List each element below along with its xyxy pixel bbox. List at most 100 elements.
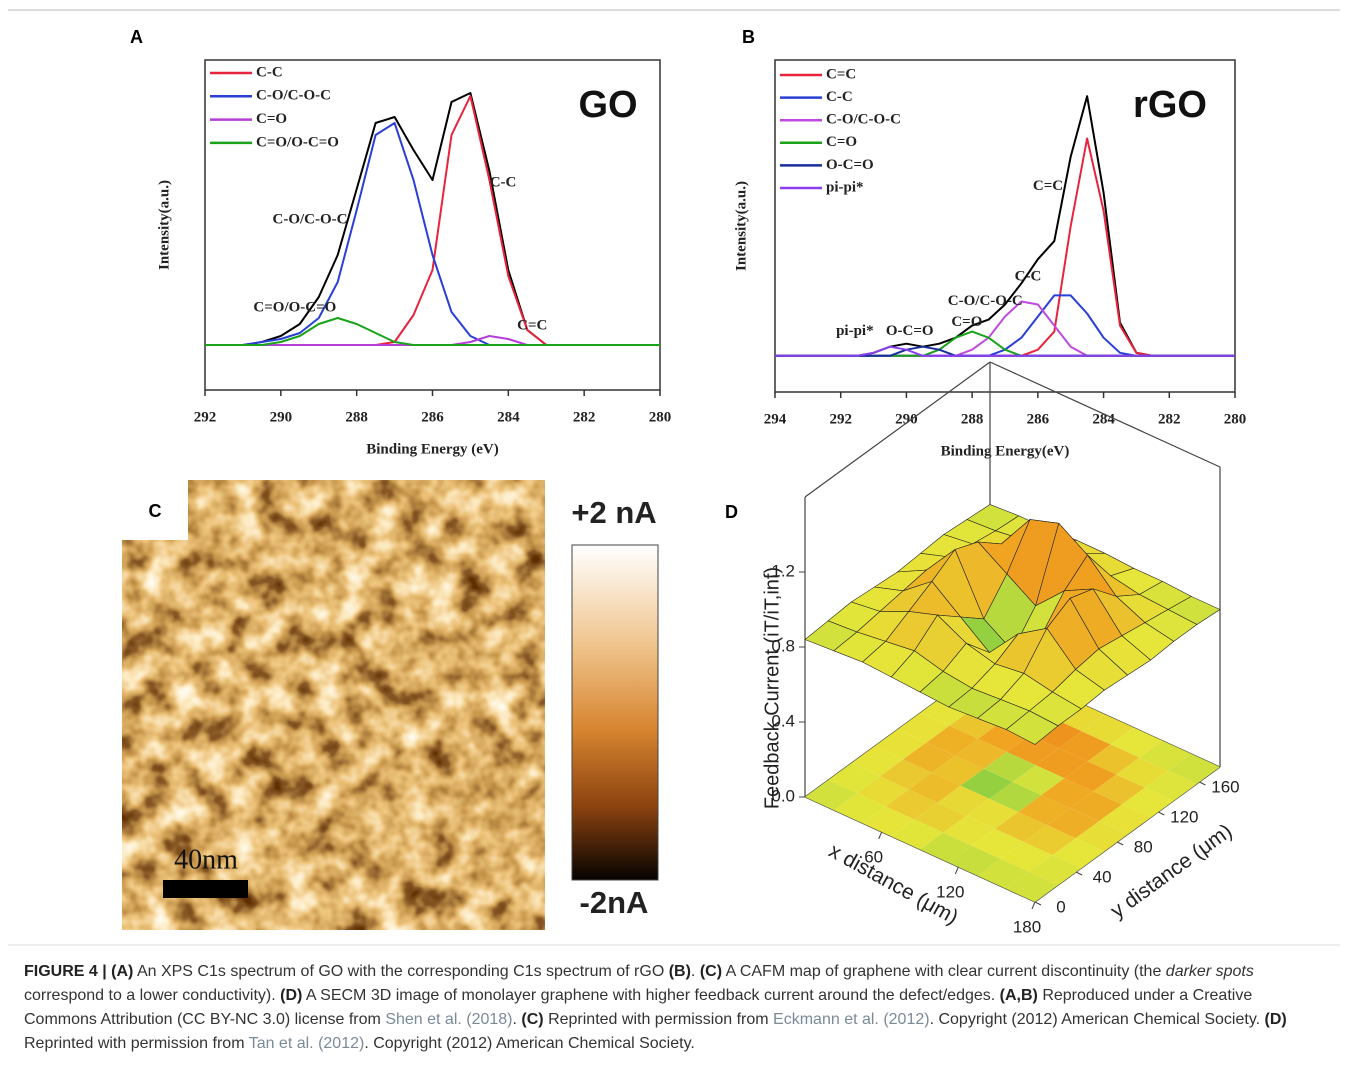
peak-annotation: C-O/C-O-C [948, 293, 1023, 309]
legend-label: C-C [826, 89, 853, 105]
series-line [205, 317, 660, 346]
axis-box [989, 361, 1221, 468]
panel-label: C [149, 501, 162, 521]
contour-cell [1116, 757, 1169, 788]
x-tick-label: 280 [649, 409, 672, 425]
x-tick-label: 288 [961, 411, 984, 427]
legend-label: C=O [256, 111, 287, 127]
x-tick [1031, 901, 1036, 910]
y-tick [1199, 781, 1206, 786]
contour-cell [914, 802, 967, 833]
contour-cell [983, 752, 1036, 782]
legend-label: C=O/O-C=O [256, 134, 339, 150]
contour-cell [995, 812, 1047, 842]
contour-cell [1035, 748, 1088, 779]
contour-cell [1041, 778, 1094, 809]
contour-cell [1168, 753, 1220, 784]
panel-label: A [130, 27, 143, 47]
axis-box [804, 361, 991, 498]
y-tick-label: 40 [1093, 867, 1112, 886]
contour-cell [977, 858, 1030, 889]
colorbar-label: -2nA [580, 885, 649, 920]
contour-cell [1006, 872, 1059, 902]
x-tick-label: 284 [1092, 411, 1115, 427]
caption-text: An XPS C1s spectrum of GO with the corre… [133, 963, 669, 980]
z-tick-label: 0.8 [771, 636, 795, 655]
plot-frame [774, 59, 1236, 393]
peak-annotation: pi-pi* [836, 323, 874, 339]
y-axis-label: Intensity(a.u.) [156, 180, 172, 270]
caption-ref: (C) [699, 963, 723, 980]
contour-cell [856, 776, 909, 807]
caption-ref: (D) [280, 987, 303, 1004]
caption-ref: (A,B) [999, 987, 1038, 1004]
contour-cell [874, 729, 927, 760]
caption-text: . [690, 963, 700, 980]
contour-cell [971, 828, 1024, 859]
y-tick [1158, 811, 1165, 816]
caption-italic: darker spots [1165, 963, 1254, 980]
peak-annotation: C=C [1033, 178, 1063, 194]
legend-label: C=C [826, 66, 856, 82]
legend-label: C=O [826, 134, 857, 150]
caption-text: Reprinted with permission from [24, 1035, 249, 1052]
contour-cell [891, 819, 944, 850]
contour-cell [805, 780, 857, 811]
caption: FIGURE 4 | (A) An XPS C1s spectrum of GO… [24, 960, 1324, 1056]
legend-label: O-C=O [826, 157, 874, 173]
contour-cell [908, 772, 961, 803]
caption-text: A CAFM map of graphene with clear curren… [722, 963, 1166, 980]
surface-cell [1005, 710, 1059, 745]
contour-cell [1023, 825, 1076, 856]
z-tick-label: 0.4 [771, 711, 795, 730]
contour-cell [1098, 804, 1151, 835]
y-tick [1116, 841, 1124, 846]
contour-cell [1075, 821, 1128, 852]
contour-cell [828, 763, 880, 794]
panel-label: D [725, 502, 738, 522]
caption-text: . [512, 1011, 522, 1028]
colorbar-label: +2 nA [571, 495, 656, 530]
y-tick-label: 80 [1134, 837, 1153, 856]
citation-link[interactable]: Eckmann et al. (2012) [773, 1011, 930, 1028]
colorbar [571, 544, 659, 881]
citation-link[interactable]: Shen et al. (2018) [385, 1011, 513, 1028]
contour-cell [851, 746, 904, 777]
x-tick-label: 282 [1158, 411, 1181, 427]
x-axis-label: Binding Energy(eV) [941, 443, 1070, 459]
scale-bar-label: 40nm [174, 844, 238, 875]
contour-cell [1064, 761, 1117, 792]
contour-cell [1046, 808, 1099, 839]
contour-cell [862, 806, 915, 837]
y-tick-label: 0 [1056, 897, 1065, 916]
contour-cell [880, 759, 932, 790]
x-tick-label: 282 [573, 409, 596, 425]
contour-cell [1058, 731, 1111, 762]
contour-cell [966, 798, 1019, 829]
legend-label: C-O/C-O-C [826, 112, 901, 128]
y-axis-label: Intensity(a.u.) [733, 181, 749, 271]
figure: A 292 290 288 286 284 282 280 Binding Energy (eV… [8, 9, 1340, 946]
caption-ref: (B) [668, 963, 691, 980]
x-tick-label: 60 [864, 847, 883, 866]
caption-text: correspond to a lower conductivity). [24, 987, 281, 1004]
contour-cell [1110, 727, 1163, 758]
y-tick-label: 160 [1211, 777, 1239, 796]
x-tick-label: 292 [829, 411, 852, 427]
panel-title: GO [578, 84, 637, 126]
panel-label: B [742, 27, 755, 47]
contour-cell [989, 782, 1042, 812]
contour-cell [1139, 740, 1192, 771]
caption-ref: (C) [521, 1011, 544, 1028]
y-tick [1075, 871, 1083, 876]
x-tick-label: 290 [895, 411, 918, 427]
peak-annotation: C=C [517, 318, 547, 334]
citation-link[interactable]: Tan et al. (2012) [248, 1035, 365, 1052]
peak-annotation: C-C [490, 174, 517, 190]
scale-bar [163, 880, 248, 898]
caption-ref: (A) [111, 963, 134, 980]
peak-annotation: C-O/C-O-C [273, 211, 348, 227]
legend-label: C-C [256, 64, 283, 80]
contour-cell [897, 712, 950, 743]
series-line [775, 345, 1235, 357]
